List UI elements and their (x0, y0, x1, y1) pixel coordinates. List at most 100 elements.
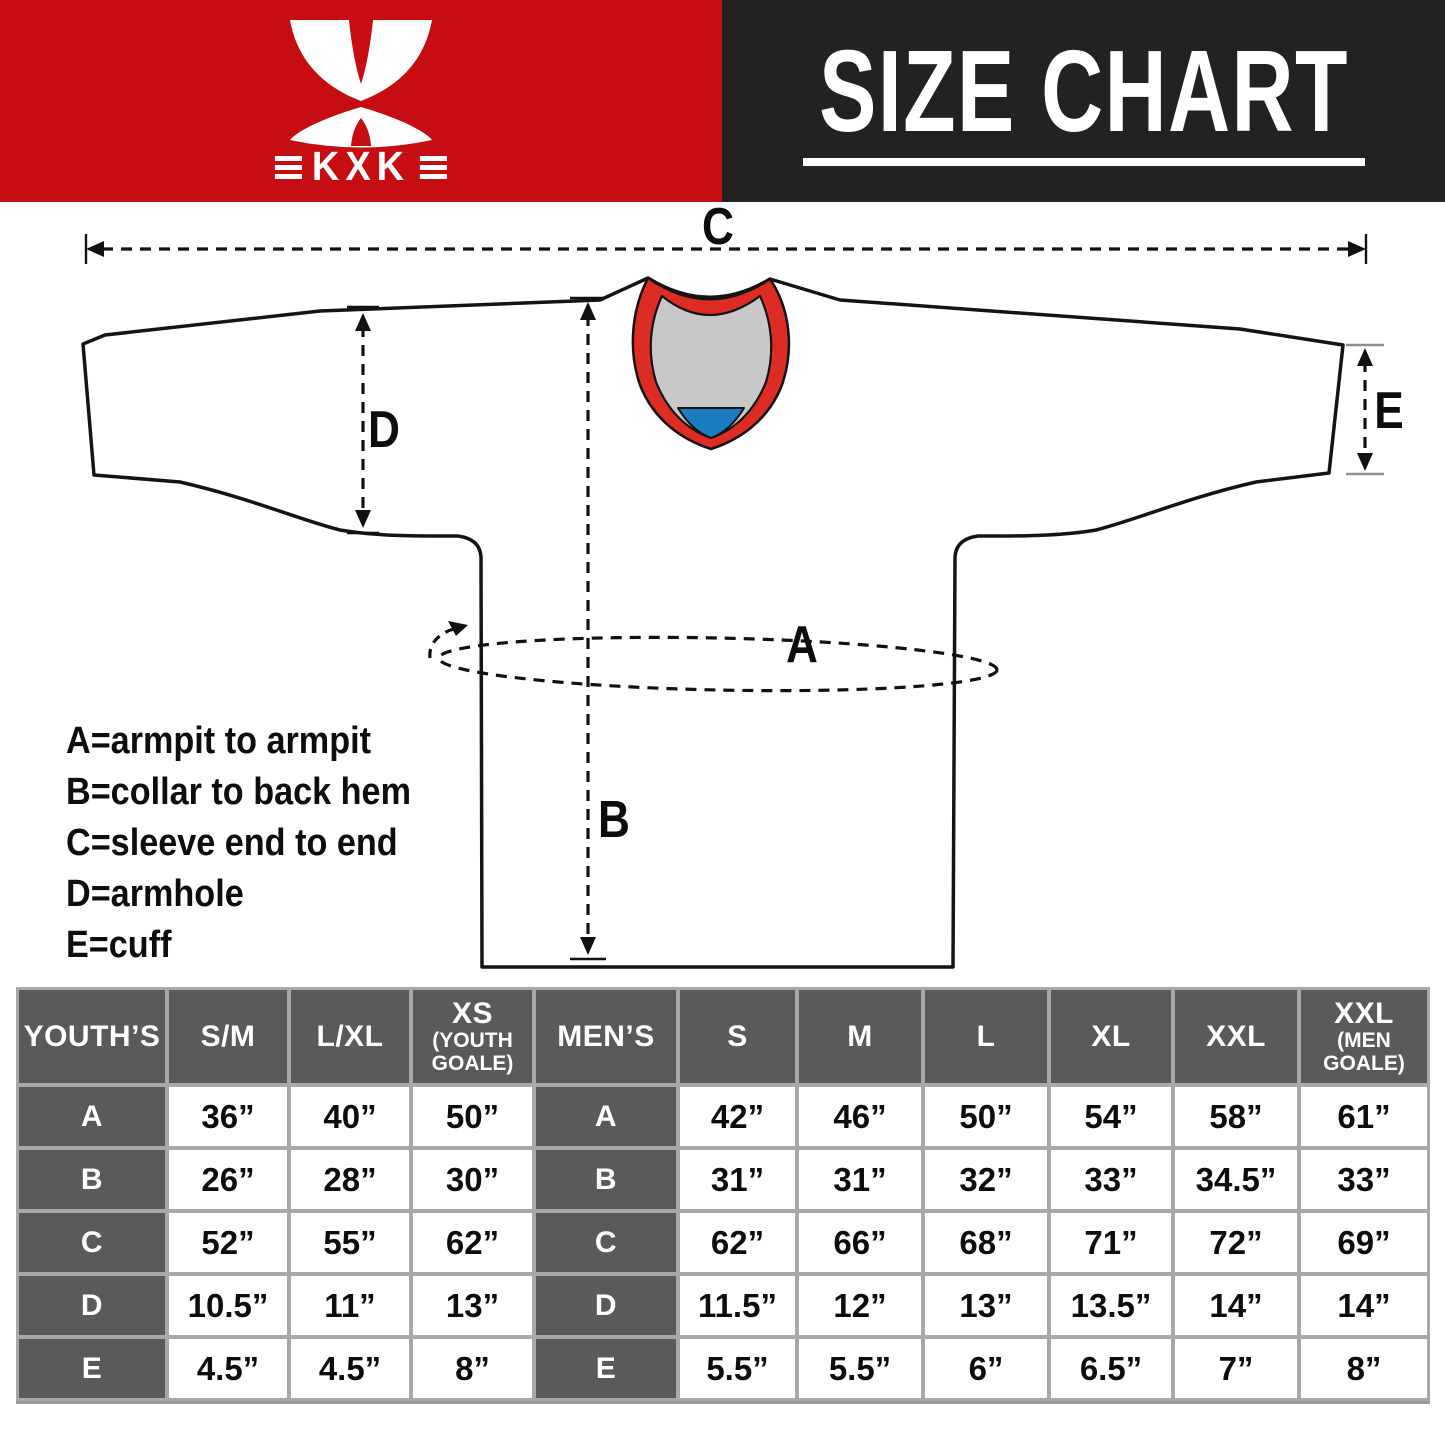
cell-text: 26” (201, 1160, 255, 1198)
men-value-cell: 42” (680, 1087, 795, 1146)
youth-value-cell: 8” (413, 1339, 532, 1398)
youth-value-cell: 4.5” (291, 1339, 409, 1398)
men-value-cell: 61” (1301, 1087, 1427, 1146)
kxk-logo-icon (290, 20, 432, 148)
cell-text: 50” (959, 1097, 1013, 1135)
cell-text: A (594, 1099, 618, 1133)
cell-text: 36” (201, 1097, 255, 1135)
label-d: D (368, 401, 400, 459)
men-value-cell: 13.5” (1051, 1276, 1171, 1335)
youth-size-header: S/M (169, 990, 287, 1083)
cell-text: 54” (1084, 1097, 1138, 1135)
header-subtext: (MEN GOALE) (1323, 1028, 1405, 1075)
cell-text: 62” (445, 1223, 500, 1261)
men-measure-label: D (536, 1276, 676, 1335)
youth-measure-label: D (19, 1276, 165, 1335)
cell-text: 33” (1084, 1160, 1138, 1198)
cell-text: 30” (445, 1160, 500, 1198)
men-value-cell: 68” (925, 1213, 1047, 1272)
cell-text: XXL (1206, 1019, 1266, 1053)
men-value-cell: 58” (1175, 1087, 1297, 1146)
brand-panel: KXK (0, 0, 722, 202)
cell-text: 61” (1337, 1097, 1391, 1135)
men-size-header: XXL (MEN GOALE) (1301, 990, 1427, 1083)
cell-text: 46” (833, 1097, 887, 1135)
cell-text: M (847, 1019, 873, 1053)
brand-name: KXK (311, 144, 411, 190)
cell-text: 14” (1209, 1286, 1263, 1324)
men-value-cell: 6.5” (1051, 1339, 1171, 1398)
men-measure-label: E (536, 1339, 676, 1398)
cell-text: 11” (324, 1286, 376, 1324)
collar-inner (649, 294, 773, 440)
legend-line-c: C=sleeve end to end (66, 822, 398, 864)
youth-value-cell: 26” (169, 1150, 287, 1209)
cell-text: 14” (1337, 1286, 1391, 1324)
cell-text: A (80, 1099, 104, 1133)
cell-text: MEN’S (557, 1019, 655, 1053)
title-underline (802, 158, 1365, 166)
label-a: A (786, 616, 818, 674)
cell-text: 69” (1337, 1223, 1391, 1261)
youth-value-cell: 4.5” (169, 1339, 287, 1398)
youth-value-cell: 11” (291, 1276, 409, 1335)
cell-text: 34.5” (1195, 1160, 1277, 1198)
men-value-cell: 8” (1301, 1339, 1427, 1398)
cell-text: XL (1091, 1019, 1131, 1053)
measure-loop-a (437, 635, 999, 693)
collar-accent (677, 407, 745, 439)
cell-text: 66” (833, 1223, 887, 1261)
men-value-cell: 62” (680, 1213, 795, 1272)
youth-value-cell: 36” (169, 1087, 287, 1146)
cell-text: 7” (1218, 1349, 1254, 1387)
cell-text: 5.5” (828, 1349, 892, 1387)
cell-text: 55” (323, 1223, 377, 1261)
men-value-cell: 72” (1175, 1213, 1297, 1272)
cell-text: 13.5” (1070, 1286, 1152, 1324)
cell-text: 6” (968, 1349, 1004, 1387)
men-value-cell: 13” (925, 1276, 1047, 1335)
cell-text: B (80, 1162, 104, 1196)
men-measure-label: A (536, 1087, 676, 1146)
men-size-header: S (680, 990, 795, 1083)
men-value-cell: 12” (799, 1276, 921, 1335)
men-value-cell: 50” (925, 1087, 1047, 1146)
legend-line-b: B=collar to back hem (66, 771, 411, 813)
men-measure-label: C (536, 1213, 676, 1272)
legend-line-d: D=armhole (66, 873, 244, 915)
cell-text: 71” (1084, 1223, 1138, 1261)
header: KXK SIZE CHART (0, 0, 1445, 202)
youth-value-cell: 50” (413, 1087, 532, 1146)
men-value-cell: 46” (799, 1087, 921, 1146)
cell-text: D (80, 1288, 104, 1322)
cell-text: 68” (959, 1223, 1013, 1261)
cell-text: E (81, 1351, 103, 1385)
cell-text: 40” (323, 1097, 377, 1135)
youth-size-header: L/XL (291, 990, 409, 1083)
cell-text: 4.5” (318, 1349, 382, 1387)
men-value-cell: 5.5” (680, 1339, 795, 1398)
legend-line-a: A=armpit to armpit (66, 720, 372, 762)
cell-text: 58” (1209, 1097, 1263, 1135)
cell-text: 12” (833, 1286, 887, 1324)
cell-text: 28” (323, 1160, 377, 1198)
cell-text: B (594, 1162, 618, 1196)
cell-text: XXL (1334, 996, 1394, 1030)
cell-text: 42” (710, 1097, 765, 1135)
jersey-diagram: C D B A E A=armpit to armpit B=collar to… (0, 198, 1445, 990)
title-panel: SIZE CHART (722, 0, 1445, 202)
cell-text: 6.5” (1079, 1349, 1143, 1387)
men-value-cell: 7” (1175, 1339, 1297, 1398)
men-size-header: XL (1051, 990, 1171, 1083)
cell-text: 52” (201, 1223, 255, 1261)
men-value-cell: 31” (799, 1150, 921, 1209)
men-size-header: XXL (1175, 990, 1297, 1083)
youth-value-cell: 13” (413, 1276, 532, 1335)
youth-size-header: XS (YOUTH GOALE) (413, 990, 532, 1083)
cell-text: 11.5” (698, 1286, 777, 1324)
header-subtext: (YOUTH GOALE) (431, 1028, 514, 1075)
cell-text: 8” (455, 1349, 490, 1387)
page-title: SIZE CHART (818, 26, 1349, 156)
cell-text: 10.5” (187, 1286, 269, 1324)
